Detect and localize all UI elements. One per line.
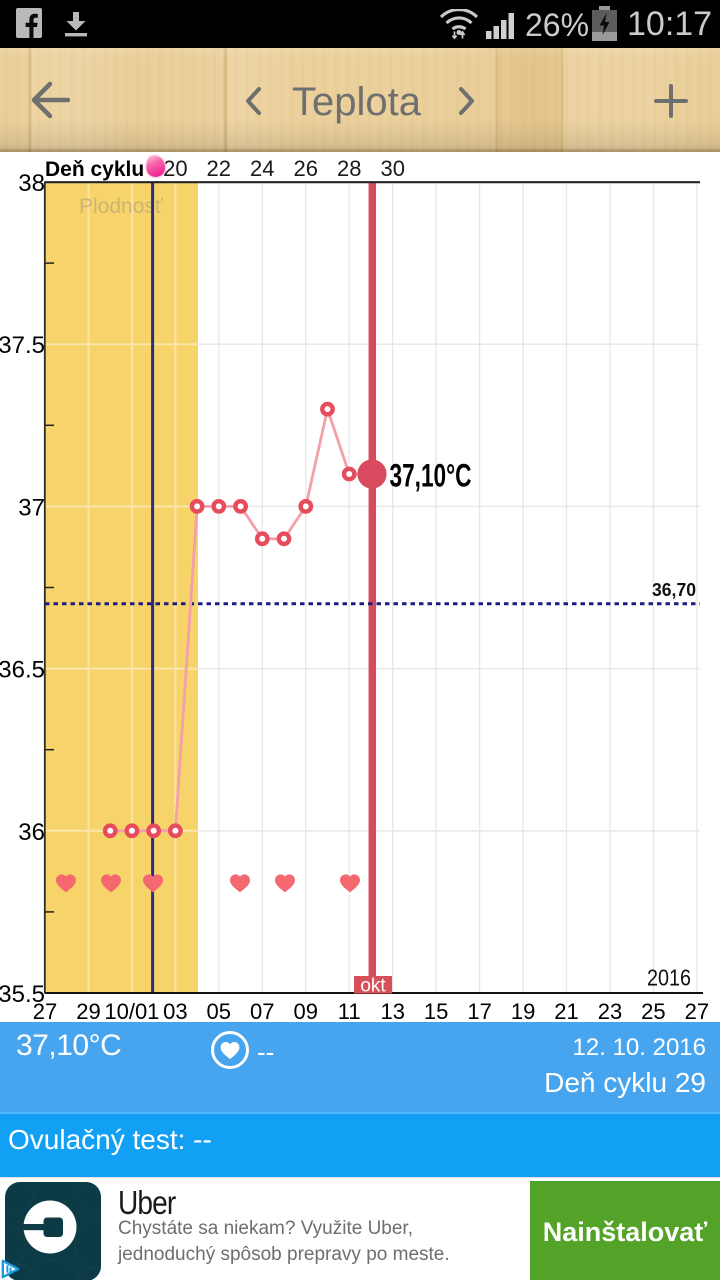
svg-text:27: 27 [33,999,57,1022]
svg-text:37: 37 [18,494,45,521]
svg-text:05: 05 [207,999,231,1022]
svg-text:26: 26 [294,156,318,181]
svg-text:09: 09 [294,999,318,1022]
svg-text:36: 36 [18,819,45,846]
svg-text:36,70: 36,70 [652,580,696,600]
svg-text:10/01: 10/01 [104,999,159,1022]
svg-text:30: 30 [380,156,404,181]
svg-text:15: 15 [424,999,448,1022]
svg-text:21: 21 [554,999,578,1022]
svg-text:25: 25 [641,999,665,1022]
svg-text:28: 28 [337,156,361,181]
svg-text:okt: okt [360,976,386,997]
svg-text:22: 22 [207,156,231,181]
svg-text:27: 27 [685,999,709,1022]
svg-text:Plodnosť: Plodnosť [79,195,164,218]
svg-text:37,10°C: 37,10°C [390,458,472,494]
svg-text:29: 29 [76,999,100,1022]
svg-text:35.5: 35.5 [0,981,45,1008]
svg-text:36.5: 36.5 [0,657,45,684]
svg-text:07: 07 [250,999,274,1022]
svg-text:24: 24 [250,156,274,181]
svg-text:11: 11 [338,999,361,1022]
svg-text:2016: 2016 [647,965,691,991]
svg-text:17: 17 [467,999,491,1022]
svg-text:13: 13 [380,999,404,1022]
svg-text:03: 03 [163,999,187,1022]
svg-text:37.5: 37.5 [0,332,45,359]
svg-text:19: 19 [511,999,535,1022]
svg-text:23: 23 [598,999,622,1022]
svg-text:38: 38 [18,170,45,197]
svg-text:20: 20 [163,156,187,181]
svg-text:Deň cyklu: Deň cyklu [45,158,144,181]
